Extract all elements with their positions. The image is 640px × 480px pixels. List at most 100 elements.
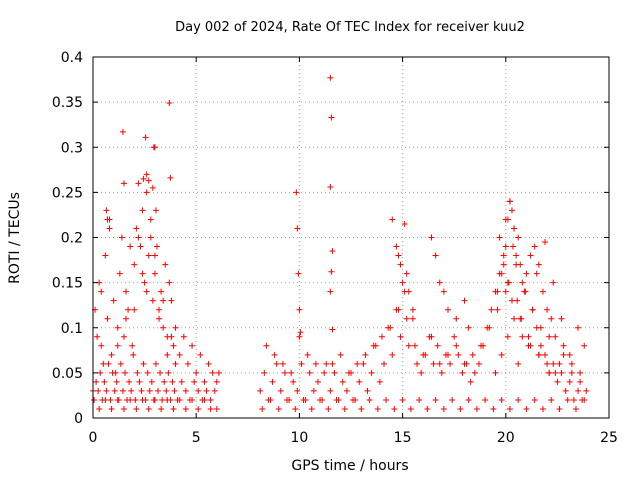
data-point bbox=[157, 369, 164, 376]
data-point bbox=[428, 234, 435, 241]
y-tick-label: 0.3 bbox=[61, 140, 83, 156]
x-tick-label: 25 bbox=[600, 430, 618, 446]
data-point bbox=[203, 387, 210, 394]
y-tick-label: 0 bbox=[74, 411, 83, 427]
data-point bbox=[298, 360, 305, 367]
data-point bbox=[389, 216, 396, 223]
data-point bbox=[381, 360, 388, 367]
data-point bbox=[511, 225, 518, 232]
data-point bbox=[564, 396, 571, 403]
data-point bbox=[139, 396, 146, 403]
x-tick-label: 10 bbox=[290, 430, 308, 446]
data-point bbox=[556, 360, 563, 367]
data-point bbox=[297, 329, 304, 336]
data-point bbox=[457, 405, 464, 412]
data-point bbox=[128, 387, 135, 394]
data-point bbox=[141, 279, 148, 286]
x-axis-label: GPS time / hours bbox=[291, 458, 408, 474]
data-point bbox=[275, 405, 282, 412]
data-point bbox=[136, 378, 143, 385]
data-point bbox=[329, 326, 336, 333]
data-point bbox=[542, 239, 549, 246]
data-point bbox=[97, 369, 104, 376]
data-point bbox=[465, 324, 472, 331]
data-point bbox=[111, 387, 118, 394]
data-point bbox=[445, 351, 452, 358]
data-point bbox=[101, 378, 108, 385]
data-point bbox=[201, 396, 208, 403]
data-point bbox=[432, 252, 439, 259]
data-point bbox=[106, 225, 113, 232]
data-point bbox=[269, 378, 276, 385]
data-point bbox=[467, 378, 474, 385]
data-point bbox=[195, 387, 202, 394]
data-point bbox=[424, 405, 431, 412]
data-point bbox=[575, 324, 582, 331]
data-point bbox=[94, 333, 101, 340]
data-point bbox=[281, 369, 288, 376]
data-point bbox=[105, 360, 112, 367]
data-point bbox=[416, 396, 423, 403]
data-point bbox=[142, 134, 149, 141]
data-point bbox=[496, 234, 503, 241]
data-point bbox=[293, 189, 300, 196]
data-point bbox=[129, 342, 136, 349]
data-point bbox=[558, 369, 565, 376]
data-point bbox=[191, 378, 198, 385]
data-point bbox=[430, 360, 437, 367]
y-tick-label: 0.15 bbox=[52, 276, 83, 292]
data-point bbox=[180, 333, 187, 340]
data-point bbox=[329, 360, 336, 367]
data-point bbox=[343, 387, 350, 394]
chart-title: Day 002 of 2024, Rate Of TEC Index for r… bbox=[175, 20, 525, 35]
data-point bbox=[273, 360, 280, 367]
data-point bbox=[103, 207, 110, 214]
data-point bbox=[525, 333, 532, 340]
data-point bbox=[471, 369, 478, 376]
data-point bbox=[531, 243, 538, 250]
data-point bbox=[100, 360, 107, 367]
data-point bbox=[337, 351, 344, 358]
data-point bbox=[511, 315, 518, 322]
data-point bbox=[294, 225, 301, 232]
data-point bbox=[345, 369, 352, 376]
data-point bbox=[120, 180, 127, 187]
data-point bbox=[568, 360, 575, 367]
data-point bbox=[205, 360, 212, 367]
data-point bbox=[544, 306, 551, 313]
data-point bbox=[492, 369, 499, 376]
data-point bbox=[300, 396, 307, 403]
data-point bbox=[581, 396, 588, 403]
data-point bbox=[577, 369, 584, 376]
data-point bbox=[149, 184, 156, 191]
data-point bbox=[123, 315, 130, 322]
data-point bbox=[440, 405, 447, 412]
data-point bbox=[465, 396, 472, 403]
data-point bbox=[436, 360, 443, 367]
data-point bbox=[397, 261, 404, 268]
data-point bbox=[145, 177, 152, 184]
data-point bbox=[327, 183, 334, 190]
data-point bbox=[445, 306, 452, 313]
data-point bbox=[502, 243, 509, 250]
data-point bbox=[267, 396, 274, 403]
data-point bbox=[519, 333, 526, 340]
data-point bbox=[113, 378, 120, 385]
data-point bbox=[137, 243, 144, 250]
data-point bbox=[114, 324, 121, 331]
data-point bbox=[364, 387, 371, 394]
data-point bbox=[482, 396, 489, 403]
data-point bbox=[403, 315, 410, 322]
data-point bbox=[131, 261, 138, 268]
data-point bbox=[383, 396, 390, 403]
data-point bbox=[535, 261, 542, 268]
data-point bbox=[290, 378, 297, 385]
data-point bbox=[156, 315, 163, 322]
data-point bbox=[498, 351, 505, 358]
data-point bbox=[550, 360, 557, 367]
data-point bbox=[182, 405, 189, 412]
data-point bbox=[568, 369, 575, 376]
data-point bbox=[518, 315, 525, 322]
data-point bbox=[449, 396, 456, 403]
data-point bbox=[508, 297, 515, 304]
